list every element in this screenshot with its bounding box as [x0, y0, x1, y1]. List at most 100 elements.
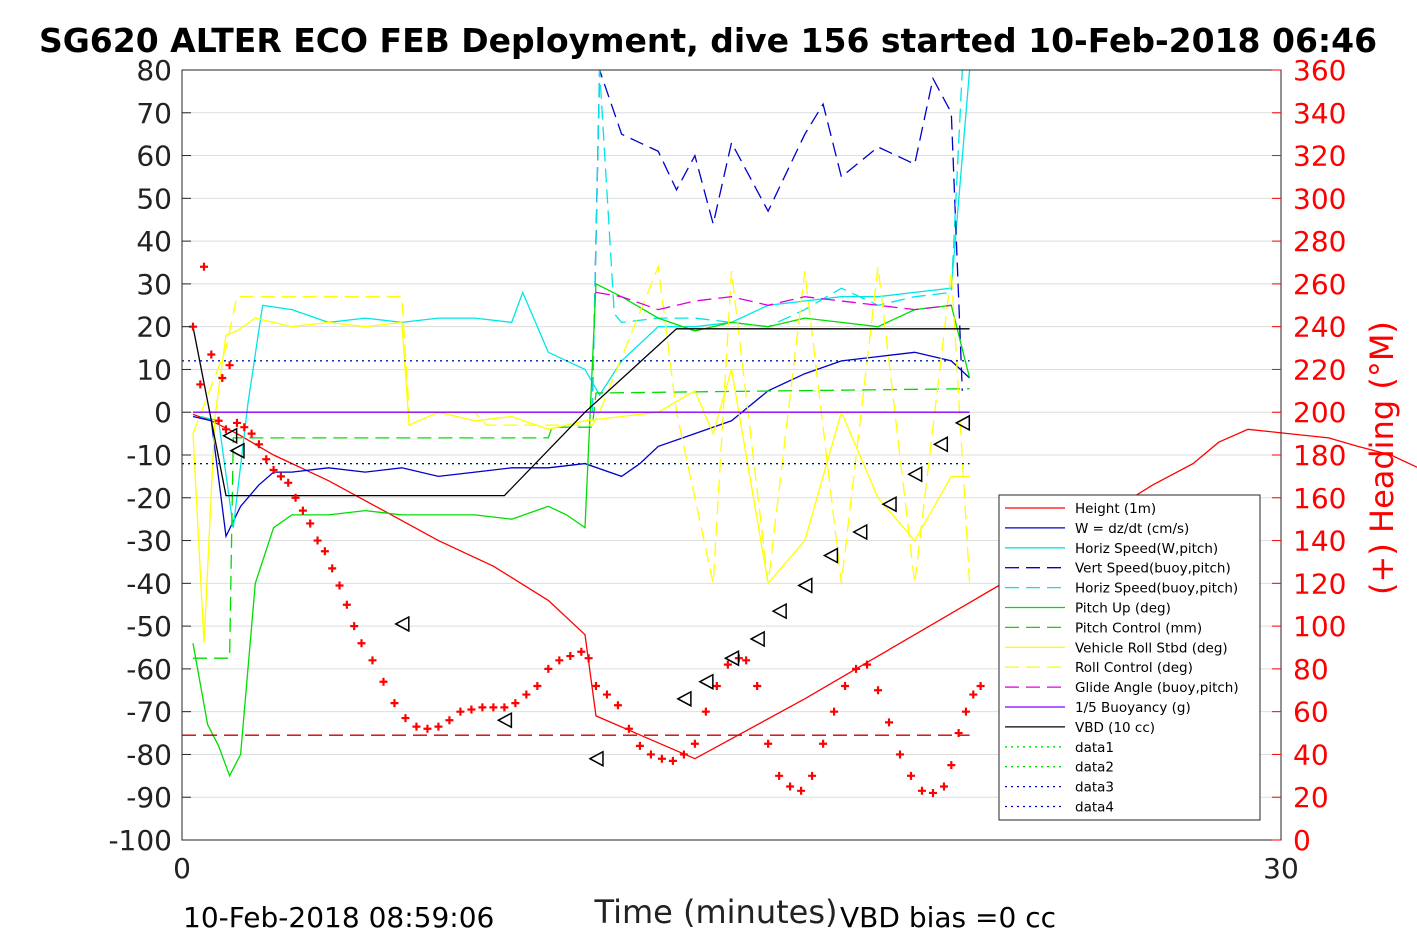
- y-tick-label: -10: [126, 439, 172, 472]
- footer-vbd-bias: VBD bias =0 cc: [840, 901, 1056, 934]
- y-tick-label: 20: [136, 311, 172, 344]
- y-tick-label: -60: [126, 653, 172, 686]
- y-right-tick-label: 100: [1293, 610, 1346, 643]
- y-axis-right-label: (+) Heading (°M): [1363, 321, 1401, 595]
- heading-points: [188, 262, 985, 797]
- y-right-tick-label: 80: [1293, 653, 1329, 686]
- heading-point: [254, 440, 263, 449]
- heading-point: [379, 677, 388, 686]
- y-right-tick-label: 0: [1293, 824, 1311, 857]
- height-marker: [797, 577, 813, 594]
- heading-point: [434, 722, 443, 731]
- series-layer: [182, 69, 1417, 778]
- heading-point: [544, 664, 553, 673]
- heading-point: [830, 707, 839, 716]
- heading-point: [969, 690, 978, 699]
- y-right-tick-label: 220: [1293, 353, 1346, 386]
- heading-point: [863, 660, 872, 669]
- heading-point: [221, 425, 230, 434]
- height-marker: [698, 673, 714, 690]
- series-vehicle-roll-stbd-deg: [192, 317, 970, 644]
- heading-point: [602, 690, 611, 699]
- heading-point: [841, 682, 850, 690]
- heading-point: [350, 622, 359, 631]
- series-roll-control-deg: [192, 264, 971, 584]
- y-right-tick-label: 260: [1293, 268, 1346, 301]
- series-pitch-up-deg: [192, 282, 971, 778]
- heading-point: [976, 682, 985, 690]
- y-tick-label: -50: [126, 610, 172, 643]
- footer-timestamp: 10-Feb-2018 08:59:06: [183, 901, 494, 934]
- y-tick-label: 40: [136, 225, 172, 258]
- height-marker: [907, 465, 923, 483]
- y-right-tick-label: 240: [1293, 311, 1346, 344]
- legend-label: data4: [1075, 800, 1114, 816]
- heading-point: [218, 374, 227, 382]
- y-axis-left: 80 70 60 50 40 30 20 10 0 -10 -20 -30 -40 -50 -60 -70 -8…: [108, 54, 191, 857]
- height-marker: [229, 442, 245, 459]
- height-marker: [496, 711, 513, 729]
- heading-point: [207, 350, 216, 359]
- heading-point: [342, 600, 351, 609]
- y-tick-label: -90: [126, 781, 172, 814]
- heading-point: [390, 699, 399, 708]
- heading-point: [225, 361, 234, 370]
- y-tick-label: 50: [136, 182, 172, 215]
- heading-point: [591, 682, 600, 690]
- height-marker: [822, 547, 839, 564]
- heading-point: [306, 519, 315, 528]
- heading-point: [478, 703, 487, 712]
- heading-point: [214, 416, 223, 425]
- heading-point: [467, 705, 476, 714]
- heading-point: [797, 786, 806, 795]
- legend-label: data2: [1075, 760, 1114, 776]
- heading-point: [328, 564, 337, 573]
- heading-point: [489, 703, 498, 712]
- heading-point: [500, 703, 509, 712]
- y-right-tick-label: 180: [1293, 439, 1346, 472]
- height-marker: [954, 414, 971, 432]
- heading-point: [624, 724, 633, 733]
- y-right-tick-label: 40: [1293, 738, 1329, 771]
- height-marker: [588, 750, 604, 767]
- heading-point: [712, 682, 721, 690]
- height-marker: [771, 602, 787, 620]
- heading-point: [199, 262, 208, 271]
- heading-point: [196, 380, 205, 389]
- series-w-dz-dt-cm-s: [192, 351, 971, 539]
- heading-point: [577, 647, 586, 656]
- y-right-tick-label: 140: [1293, 525, 1346, 558]
- legend-label: data3: [1075, 780, 1114, 796]
- legend-label: Vehicle Roll Stbd (deg): [1075, 640, 1228, 656]
- heading-point: [742, 656, 751, 665]
- heading-point: [613, 701, 622, 710]
- heading-point: [335, 581, 344, 590]
- heading-point: [298, 506, 307, 515]
- heading-point: [690, 739, 699, 748]
- heading-point: [320, 547, 329, 556]
- y-tick-label: 0: [154, 396, 172, 429]
- y-tick-label: 30: [136, 268, 172, 301]
- heading-point: [939, 782, 948, 791]
- legend-label: VBD (10 cc): [1075, 720, 1155, 736]
- y-right-tick-label: 160: [1293, 482, 1346, 515]
- height-marker: [749, 630, 765, 648]
- heading-point: [584, 654, 593, 663]
- y-axis-right: 3603403203002802602402202001801601401201…: [1272, 54, 1346, 857]
- height-marker: [676, 690, 692, 708]
- heading-point: [657, 754, 666, 763]
- y-right-tick-label: 200: [1293, 396, 1346, 429]
- legend: Height (1m) W = dz/dt (cm/s) Horiz Speed(W…: [998, 494, 1261, 821]
- height-marker: [394, 615, 410, 633]
- y-right-tick-label: 300: [1293, 182, 1346, 215]
- y-tick-label: -70: [126, 696, 172, 729]
- heading-point: [555, 656, 564, 665]
- y-right-tick-label: 340: [1293, 97, 1346, 130]
- heading-point: [679, 750, 688, 759]
- heading-point: [635, 741, 644, 750]
- heading-point: [753, 682, 762, 690]
- heading-point: [401, 714, 410, 723]
- heading-point: [423, 724, 432, 733]
- heading-point: [917, 786, 926, 795]
